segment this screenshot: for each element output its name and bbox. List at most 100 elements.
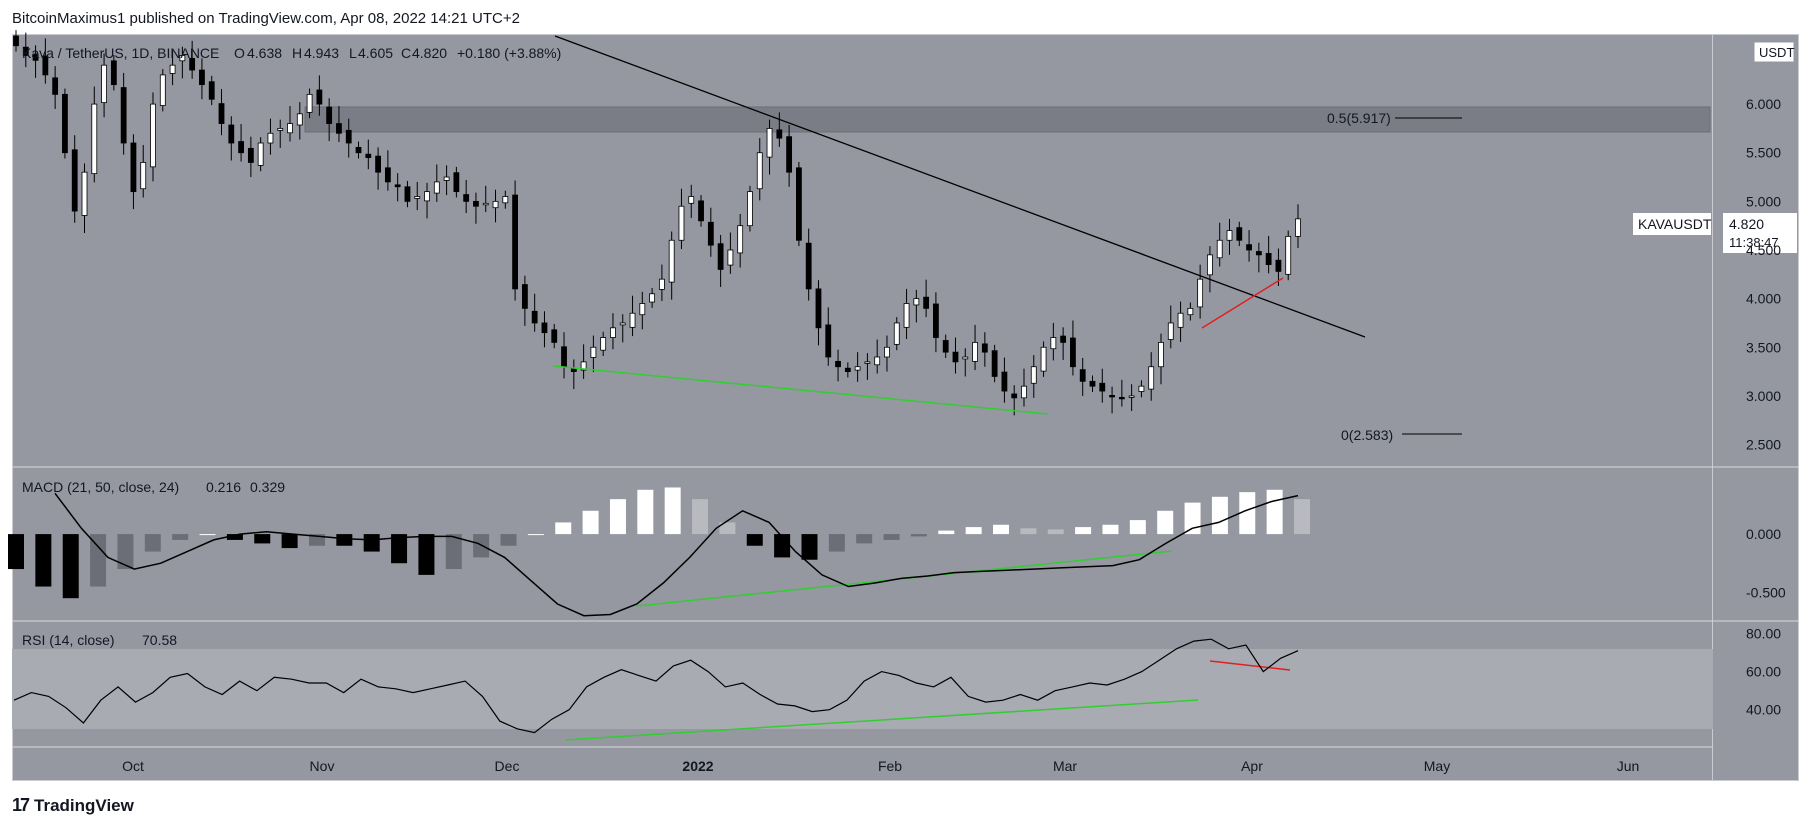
price-candle[interactable] — [1197, 264, 1204, 319]
price-candle[interactable] — [492, 189, 499, 223]
price-candle[interactable] — [1158, 333, 1164, 385]
price-candle[interactable] — [1167, 305, 1174, 349]
macd-histogram-bar[interactable] — [856, 534, 873, 544]
price-candle[interactable] — [384, 150, 391, 191]
descending-trendline[interactable] — [554, 35, 1366, 338]
price-candle[interactable] — [1226, 218, 1233, 255]
price-candle[interactable] — [473, 192, 479, 224]
price-candle[interactable] — [453, 166, 460, 198]
price-candle[interactable] — [805, 228, 812, 301]
price-candle[interactable] — [267, 118, 274, 155]
macd-histogram-bar[interactable] — [609, 499, 626, 535]
price-candle[interactable] — [287, 106, 293, 142]
price-candle[interactable] — [561, 332, 567, 379]
price-candle[interactable] — [1109, 386, 1115, 414]
macd-histogram-bar[interactable] — [363, 534, 380, 552]
price-candle[interactable] — [1001, 357, 1008, 403]
rsi-line[interactable] — [13, 638, 1299, 734]
price-candle[interactable] — [962, 348, 969, 377]
macd-histogram-bar[interactable] — [637, 489, 654, 535]
price-candle[interactable] — [844, 362, 851, 378]
price-candle[interactable] — [854, 352, 861, 382]
price-candle[interactable] — [600, 331, 607, 357]
price-candle[interactable] — [345, 118, 352, 158]
price-candle[interactable] — [1295, 204, 1301, 249]
price-candle[interactable] — [81, 163, 88, 233]
macd-histogram-bar[interactable] — [1129, 520, 1146, 535]
macd-histogram-bar[interactable] — [801, 534, 818, 560]
price-candle[interactable] — [658, 264, 665, 302]
macd-histogram-bar[interactable] — [828, 534, 845, 552]
price-candle[interactable] — [649, 287, 656, 308]
price-candle[interactable] — [443, 165, 450, 196]
price-candle[interactable] — [110, 54, 117, 91]
price-candle[interactable] — [1118, 379, 1125, 407]
price-candle[interactable] — [884, 335, 890, 372]
price-candle[interactable] — [610, 313, 616, 350]
price-candle[interactable] — [316, 75, 323, 116]
macd-histogram-bar[interactable] — [1211, 496, 1228, 535]
price-candle[interactable] — [923, 279, 930, 318]
price-candle[interactable] — [355, 141, 362, 159]
price-candle[interactable] — [570, 359, 577, 390]
price-candle[interactable] — [590, 335, 597, 373]
price-candle[interactable] — [737, 214, 744, 268]
macd-histogram-bar[interactable] — [664, 487, 681, 535]
rsi-red-divergence-line[interactable] — [1209, 660, 1291, 671]
price-candle[interactable] — [1021, 368, 1027, 407]
macd-histogram-bar[interactable] — [336, 534, 353, 546]
macd-histogram-bar[interactable] — [199, 534, 216, 536]
price-candle[interactable] — [189, 40, 196, 79]
price-candle[interactable] — [277, 119, 284, 148]
macd-histogram-bar[interactable] — [500, 534, 517, 546]
macd-histogram-bar[interactable] — [1294, 499, 1310, 535]
resistance-zone[interactable] — [304, 106, 1711, 133]
price-candle[interactable] — [766, 119, 773, 175]
price-candle[interactable] — [52, 66, 59, 109]
price-candle[interactable] — [933, 292, 939, 353]
price-candle[interactable] — [1070, 320, 1076, 376]
price-candle[interactable] — [375, 147, 381, 190]
price-candle[interactable] — [22, 32, 29, 68]
price-candle[interactable] — [521, 275, 528, 326]
price-candle[interactable] — [825, 307, 832, 366]
macd-histogram-bar[interactable] — [1102, 524, 1119, 535]
price-candle[interactable] — [424, 182, 430, 219]
rsi-green-divergence-line[interactable] — [564, 699, 1199, 741]
macd-histogram-bar[interactable] — [692, 499, 709, 535]
macd-histogram-bar[interactable] — [35, 534, 52, 587]
price-candle[interactable] — [326, 98, 333, 142]
price-candle[interactable] — [629, 295, 636, 337]
price-candle[interactable] — [698, 195, 704, 227]
price-candle[interactable] — [238, 124, 244, 162]
price-candle[interactable] — [688, 184, 695, 218]
price-candle[interactable] — [815, 280, 822, 346]
price-candle[interactable] — [101, 53, 107, 118]
macd-histogram-bar[interactable] — [90, 534, 107, 587]
macd-histogram-bar[interactable] — [719, 522, 736, 535]
currency-badge-box[interactable] — [1753, 41, 1795, 63]
price-candle[interactable] — [159, 69, 166, 112]
green-support-line[interactable] — [552, 365, 1049, 415]
macd-histogram-bar[interactable] — [62, 534, 79, 599]
macd-histogram-bar[interactable] — [418, 534, 435, 575]
macd-histogram-bar[interactable] — [555, 522, 572, 535]
macd-histogram-bar[interactable] — [582, 510, 599, 535]
price-candle[interactable] — [463, 179, 470, 214]
price-candle[interactable] — [668, 231, 675, 300]
price-candle[interactable] — [1236, 221, 1243, 247]
price-candle[interactable] — [218, 89, 225, 136]
price-candle[interactable] — [942, 334, 949, 358]
price-candle[interactable] — [893, 317, 900, 351]
macd-histogram-bar[interactable] — [117, 534, 134, 570]
price-candle[interactable] — [864, 353, 871, 380]
macd-histogram-bar[interactable] — [965, 527, 982, 535]
price-candle[interactable] — [981, 332, 988, 367]
macd-histogram-bar[interactable] — [8, 534, 24, 570]
price-candle[interactable] — [199, 58, 205, 100]
macd-histogram-bar[interactable] — [938, 530, 955, 535]
price-candle[interactable] — [247, 136, 254, 178]
price-candle[interactable] — [228, 116, 235, 161]
price-candle[interactable] — [1050, 322, 1057, 361]
